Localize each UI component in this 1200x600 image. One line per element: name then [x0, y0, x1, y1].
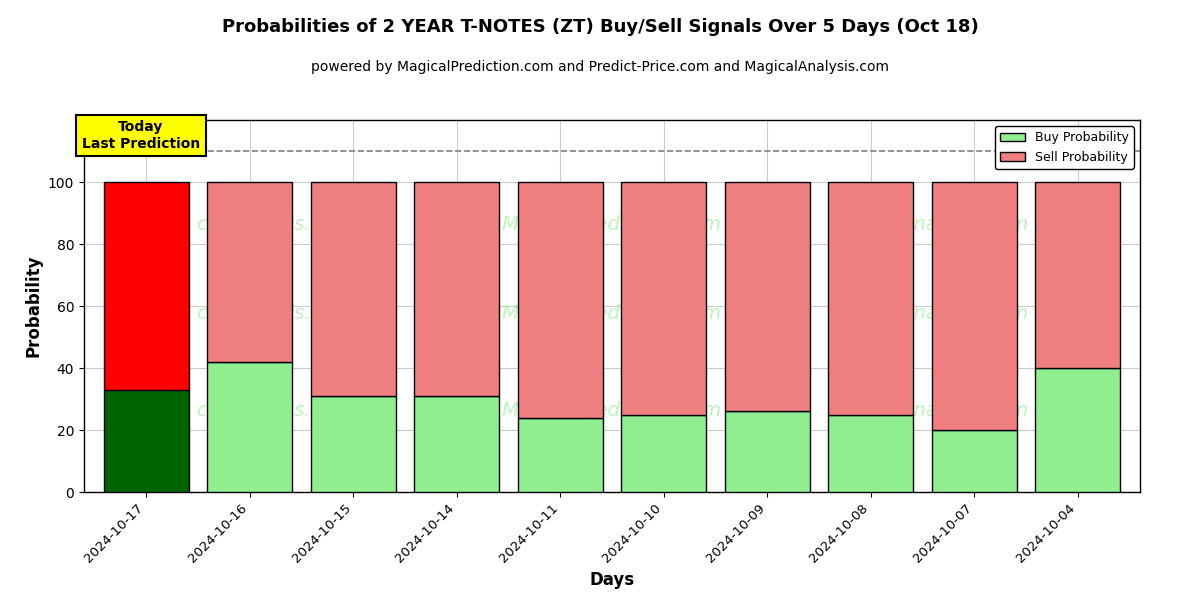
Bar	[1036, 182, 1121, 368]
Text: Today
Last Prediction: Today Last Prediction	[82, 121, 200, 151]
Bar	[311, 182, 396, 396]
Bar	[622, 182, 707, 415]
Text: powered by MagicalPrediction.com and Predict-Price.com and MagicalAnalysis.com: powered by MagicalPrediction.com and Pre…	[311, 60, 889, 74]
Text: Probabilities of 2 YEAR T-NOTES (ZT) Buy/Sell Signals Over 5 Days (Oct 18): Probabilities of 2 YEAR T-NOTES (ZT) Buy…	[222, 18, 978, 36]
Text: calAnalysis.com: calAnalysis.com	[871, 401, 1028, 419]
Text: calAnalysis.com: calAnalysis.com	[196, 401, 353, 419]
Bar	[725, 412, 810, 492]
Text: MagicalPrediction.com: MagicalPrediction.com	[502, 215, 722, 233]
Bar	[932, 430, 1016, 492]
Bar	[103, 390, 188, 492]
Bar	[828, 415, 913, 492]
Y-axis label: Probability: Probability	[24, 255, 42, 357]
Bar	[103, 182, 188, 390]
Bar	[414, 182, 499, 396]
Text: MagicalPrediction.com: MagicalPrediction.com	[502, 401, 722, 419]
Bar	[517, 418, 602, 492]
Text: calAnalysis.com: calAnalysis.com	[196, 215, 353, 233]
Bar	[932, 182, 1016, 430]
Text: calAnalysis.com: calAnalysis.com	[871, 215, 1028, 233]
Bar	[517, 182, 602, 418]
Text: MagicalPrediction.com: MagicalPrediction.com	[502, 304, 722, 323]
Bar	[208, 182, 292, 362]
Bar	[828, 182, 913, 415]
Bar	[622, 415, 707, 492]
Bar	[208, 362, 292, 492]
Legend: Buy Probability, Sell Probability: Buy Probability, Sell Probability	[995, 126, 1134, 169]
Bar	[414, 396, 499, 492]
Bar	[725, 182, 810, 412]
Bar	[311, 396, 396, 492]
Bar	[1036, 368, 1121, 492]
Text: calAnalysis.com: calAnalysis.com	[196, 304, 353, 323]
X-axis label: Days: Days	[589, 571, 635, 589]
Text: calAnalysis.com: calAnalysis.com	[871, 304, 1028, 323]
